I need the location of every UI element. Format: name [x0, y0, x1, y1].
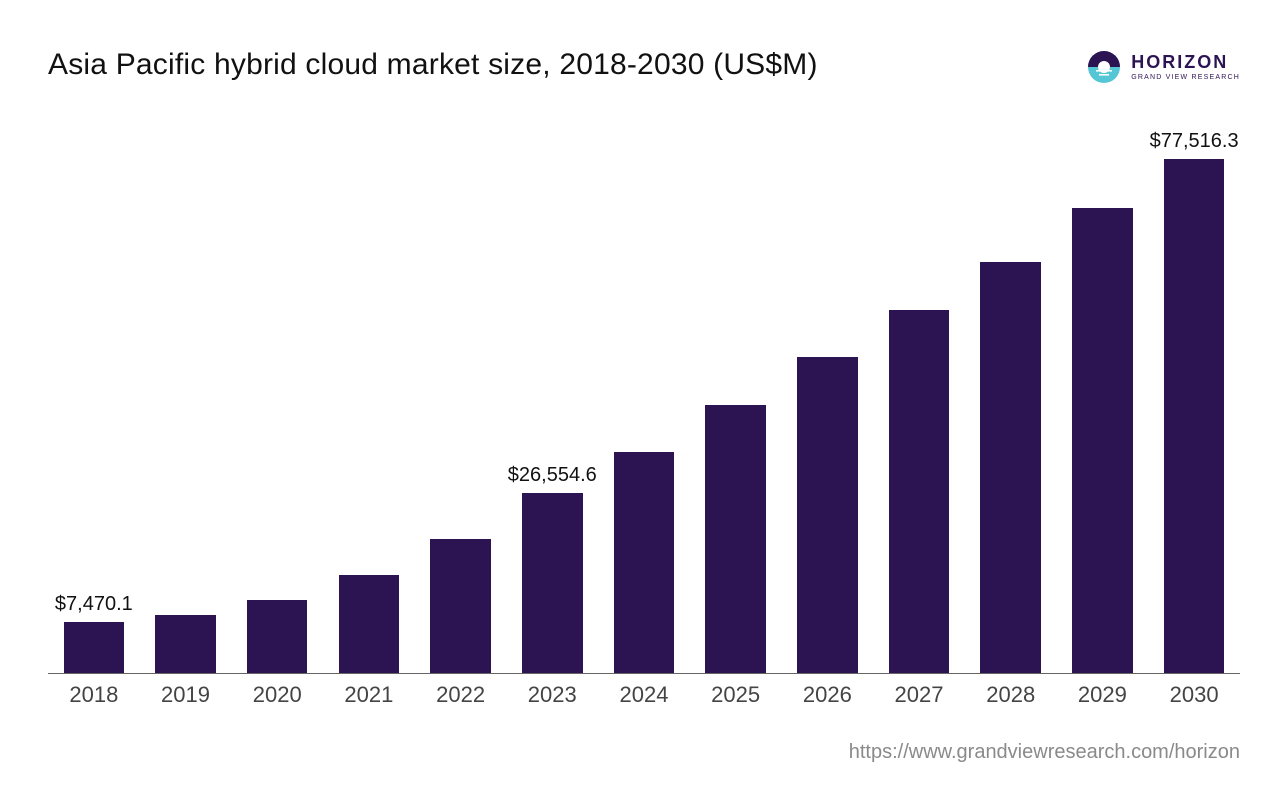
bar-chart: $7,470.1$26,554.6$77,516.3 2018201920202… [48, 130, 1240, 710]
bar-slot: $7,470.1 [48, 130, 140, 673]
bar [797, 357, 858, 673]
bar-slot [965, 130, 1057, 673]
brand-subtitle: GRAND VIEW RESEARCH [1131, 74, 1240, 81]
bar-slot [231, 130, 323, 673]
bar [980, 262, 1041, 673]
bar [1164, 159, 1225, 673]
source-url: https://www.grandviewresearch.com/horizo… [849, 741, 1240, 764]
plot-area: $7,470.1 $26,554.6 $77,516.3 [48, 130, 1240, 674]
bar-slot [690, 130, 782, 673]
x-tick-label: 2024 [598, 674, 690, 710]
bars-container: $7,470.1 $26,554.6 $77,516.3 [48, 130, 1240, 673]
bar [155, 615, 216, 673]
bar [1072, 208, 1133, 673]
bar [339, 575, 400, 673]
x-tick-label: 2028 [965, 674, 1057, 710]
x-tick-label: 2025 [690, 674, 782, 710]
page: Asia Pacific hybrid cloud market size, 2… [0, 0, 1280, 800]
brand-logo-text: HORIZON GRAND VIEW RESEARCH [1131, 53, 1240, 81]
chart-title: Asia Pacific hybrid cloud market size, 2… [48, 48, 818, 82]
bar [430, 539, 491, 673]
brand-logo: HORIZON GRAND VIEW RESEARCH [1087, 48, 1240, 84]
x-tick-label: 2019 [140, 674, 232, 710]
x-tick-label: 2030 [1148, 674, 1240, 710]
x-axis-labels: 2018201920202021202220232024202520262027… [48, 674, 1240, 710]
x-tick-label: 2026 [782, 674, 874, 710]
x-tick-label: 2022 [415, 674, 507, 710]
header: Asia Pacific hybrid cloud market size, 2… [48, 48, 1240, 84]
bar [64, 622, 125, 673]
bar-slot [1057, 130, 1149, 673]
x-tick-label: 2020 [231, 674, 323, 710]
bar [889, 310, 950, 673]
bar-slot [782, 130, 874, 673]
x-tick-label: 2027 [873, 674, 965, 710]
bar-slot [323, 130, 415, 673]
bar-value-label: $26,554.6 [508, 464, 597, 487]
bar-slot: $26,554.6 [506, 130, 598, 673]
x-tick-label: 2018 [48, 674, 140, 710]
x-tick-label: 2023 [506, 674, 598, 710]
bar [705, 405, 766, 673]
x-tick-label: 2029 [1057, 674, 1149, 710]
bar-slot: $77,516.3 [1148, 130, 1240, 673]
bar-slot [873, 130, 965, 673]
bar-slot [140, 130, 232, 673]
bar-slot [415, 130, 507, 673]
bar [247, 600, 308, 673]
bar-slot [598, 130, 690, 673]
bar-value-label: $77,516.3 [1150, 130, 1239, 153]
brand-name: HORIZON [1131, 53, 1240, 71]
horizon-logo-icon [1087, 50, 1121, 84]
bar-value-label: $7,470.1 [55, 593, 133, 616]
bar [614, 452, 675, 673]
bar [522, 493, 583, 673]
x-tick-label: 2021 [323, 674, 415, 710]
